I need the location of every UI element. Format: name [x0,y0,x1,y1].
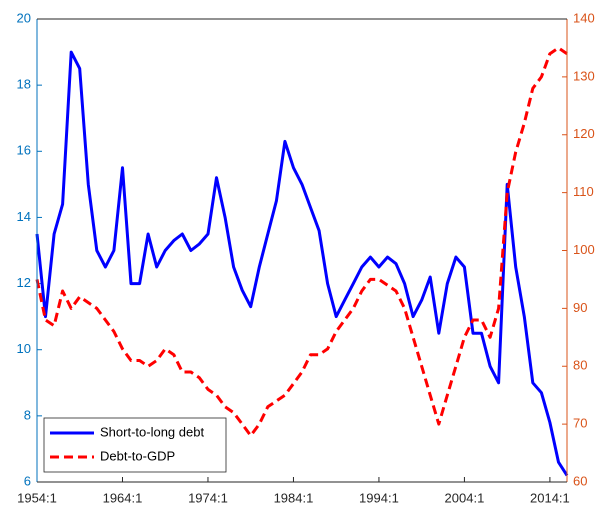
y2-tick-label: 70 [573,416,587,431]
x-tick-label: 1974:1 [188,490,228,505]
y2-tick-label: 90 [573,300,587,315]
y2-tick-label: 60 [573,473,587,488]
legend-label: Short-to-long debt [100,424,204,439]
x-tick-label: 1984:1 [274,490,314,505]
y-tick-label: 10 [17,341,31,356]
legend-box [43,417,227,473]
plot-area [37,19,567,482]
y2-tick-label: 130 [573,68,595,83]
y2-tick-label: 120 [573,126,595,141]
legend-label: Debt-to-GDP [100,448,175,463]
y2-tick-label: 140 [573,10,595,25]
series-line [35,46,568,438]
x-tick-label: 1964:1 [103,490,143,505]
y-tick-label: 6 [24,473,31,488]
x-tick-label: 2014:1 [530,490,570,505]
y-tick-label: 16 [17,143,31,158]
series-line [35,50,569,477]
y-tick-label: 12 [17,275,31,290]
x-tick-label: 2004:1 [445,490,485,505]
y-tick-label: 14 [17,209,31,224]
y2-tick-label: 80 [573,358,587,373]
y2-tick-label: 110 [573,184,594,199]
y-tick-label: 20 [17,10,31,25]
x-tick-label: 1954:1 [17,490,57,505]
y2-tick-label: 100 [573,242,595,257]
x-tick-label: 1994:1 [359,490,399,505]
y-tick-label: 18 [17,77,31,92]
y-tick-label: 8 [24,407,31,422]
